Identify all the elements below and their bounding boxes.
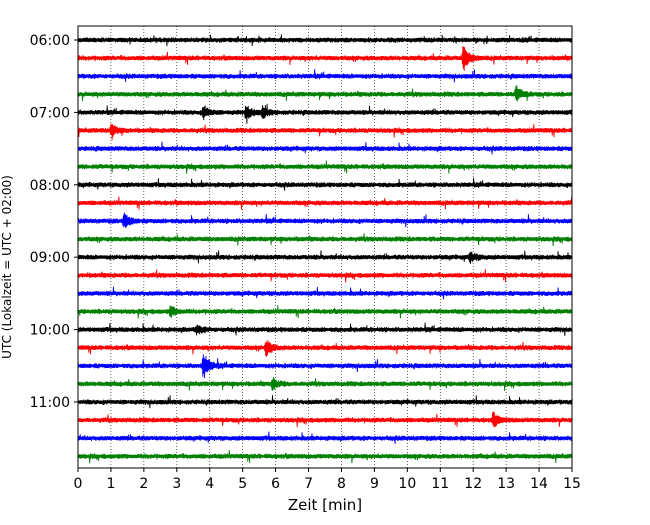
x-tick-label: 3: [172, 476, 181, 492]
seismogram-trace: [77, 269, 573, 283]
seismogram-trace: [77, 376, 573, 391]
x-tick-label: 4: [205, 476, 214, 492]
seismogram-trace: [77, 340, 573, 357]
trace-layer: [77, 34, 573, 464]
seismogram-trace: [77, 212, 573, 229]
seismogram-trace: [77, 196, 573, 210]
x-axis-label: Zeit [min]: [288, 496, 362, 514]
y-tick-label: 08:00: [30, 178, 70, 194]
x-tick-label: 8: [337, 476, 346, 492]
seismogram-trace: [77, 69, 573, 83]
seismogram-trace: [77, 250, 573, 264]
x-tick-label: 2: [139, 476, 148, 492]
seismogram-trace: [77, 177, 573, 191]
x-tick-label: 10: [398, 476, 416, 492]
seismogram-trace: [77, 85, 573, 102]
seismogram-trace: [77, 46, 573, 71]
seismogram-trace: [77, 160, 573, 174]
x-tick-label: 15: [563, 476, 581, 492]
seismogram-trace: [77, 286, 573, 300]
y-tick-label: 09:00: [30, 250, 70, 266]
x-tick-label: 13: [497, 476, 515, 492]
x-tick-label: 12: [464, 476, 482, 492]
seismogram-trace: [77, 233, 573, 247]
x-tick-label: 14: [530, 476, 548, 492]
x-tick-layer: 0 1 2 3 4 5 6 7 8 9 10 11 12 13 14 15: [74, 468, 581, 492]
x-tick-label: 11: [431, 476, 449, 492]
x-tick-label: 6: [271, 476, 280, 492]
y-axis-label: UTC (Lokalzeit = UTC + 02:00): [0, 175, 14, 359]
seismogram-trace: [77, 395, 573, 409]
y-tick-layer: 06:00 07:00 08:00 09:00 10:00 11:00: [30, 33, 78, 411]
x-tick-label: 1: [106, 476, 115, 492]
seismogram-trace: [77, 103, 573, 124]
seismogram-trace: [77, 305, 573, 319]
seismogram-trace: [77, 411, 573, 428]
seismogram-trace: [77, 322, 573, 336]
seismogram-trace: [77, 431, 573, 445]
y-tick-label: 11:00: [30, 395, 70, 411]
y-tick-label: 06:00: [30, 33, 70, 49]
seismogram-trace: [77, 141, 573, 155]
x-tick-label: 0: [74, 476, 83, 492]
seismogram-trace: [77, 450, 573, 464]
x-tick-label: 5: [238, 476, 247, 492]
seismogram-trace: [77, 354, 573, 379]
seismogram-trace: [77, 34, 573, 47]
seismogram-trace: [77, 123, 573, 141]
y-tick-label: 07:00: [30, 105, 70, 121]
x-tick-label: 7: [304, 476, 313, 492]
plot-frame: [77, 25, 573, 469]
x-tick-label: 9: [370, 476, 379, 492]
y-tick-label: 10:00: [30, 323, 70, 339]
